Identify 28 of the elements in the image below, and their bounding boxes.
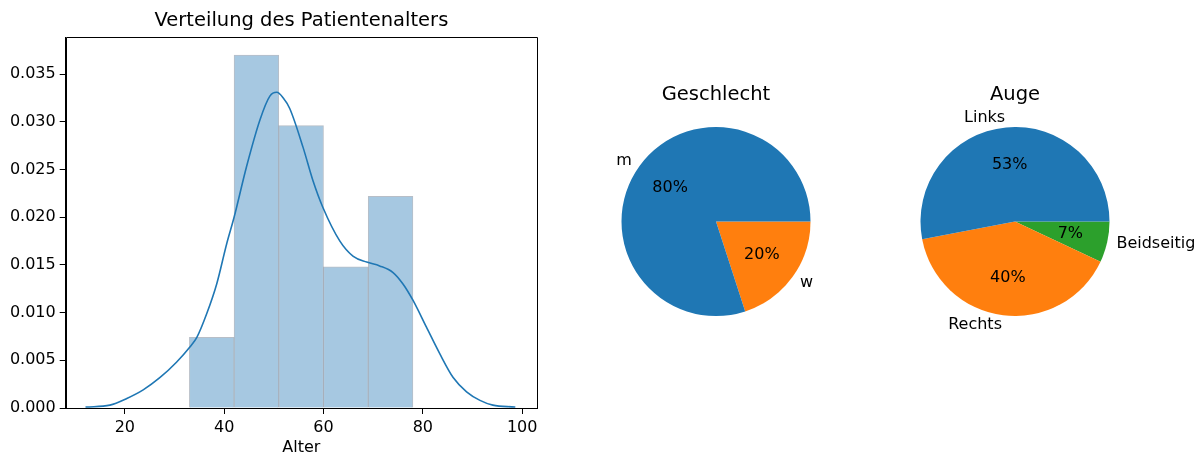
x-tick-label: 20 bbox=[114, 416, 135, 436]
y-tick-label: 0.030 bbox=[9, 111, 56, 131]
y-tick-label: 0.015 bbox=[9, 254, 56, 274]
x-tick-label: 80 bbox=[412, 416, 434, 436]
data-label: 40% bbox=[990, 266, 1026, 286]
chart-title: Auge bbox=[989, 81, 1041, 105]
x-tick-label: 40 bbox=[213, 416, 235, 436]
data-label: 20% bbox=[744, 243, 780, 263]
y-tick-label: 0.010 bbox=[9, 301, 56, 321]
x-tick-label: 60 bbox=[313, 416, 334, 436]
y-tick-label: 0.000 bbox=[9, 397, 56, 417]
x-axis-title: Alter bbox=[282, 436, 321, 456]
data-label: 53% bbox=[991, 154, 1028, 174]
slice-label: Rechts bbox=[948, 313, 1002, 333]
y-tick-label: 0.035 bbox=[9, 63, 56, 83]
line-series bbox=[85, 91, 516, 408]
chart-title: Geschlecht bbox=[661, 81, 771, 105]
x-tick-label: 100 bbox=[506, 416, 538, 436]
slice-label: m bbox=[616, 149, 632, 169]
y-tick-label: 0.005 bbox=[9, 349, 56, 369]
slice-label: Links bbox=[964, 107, 1006, 127]
data-label: 80% bbox=[652, 177, 688, 197]
slice-label: w bbox=[800, 271, 814, 291]
y-tick-label: 0.025 bbox=[9, 158, 56, 178]
slice-label: Beidseitig bbox=[1116, 233, 1196, 253]
chart-title: Verteilung des Patientenalters bbox=[154, 8, 449, 32]
y-tick-label: 0.020 bbox=[9, 206, 56, 226]
data-label: 7% bbox=[1057, 223, 1084, 243]
